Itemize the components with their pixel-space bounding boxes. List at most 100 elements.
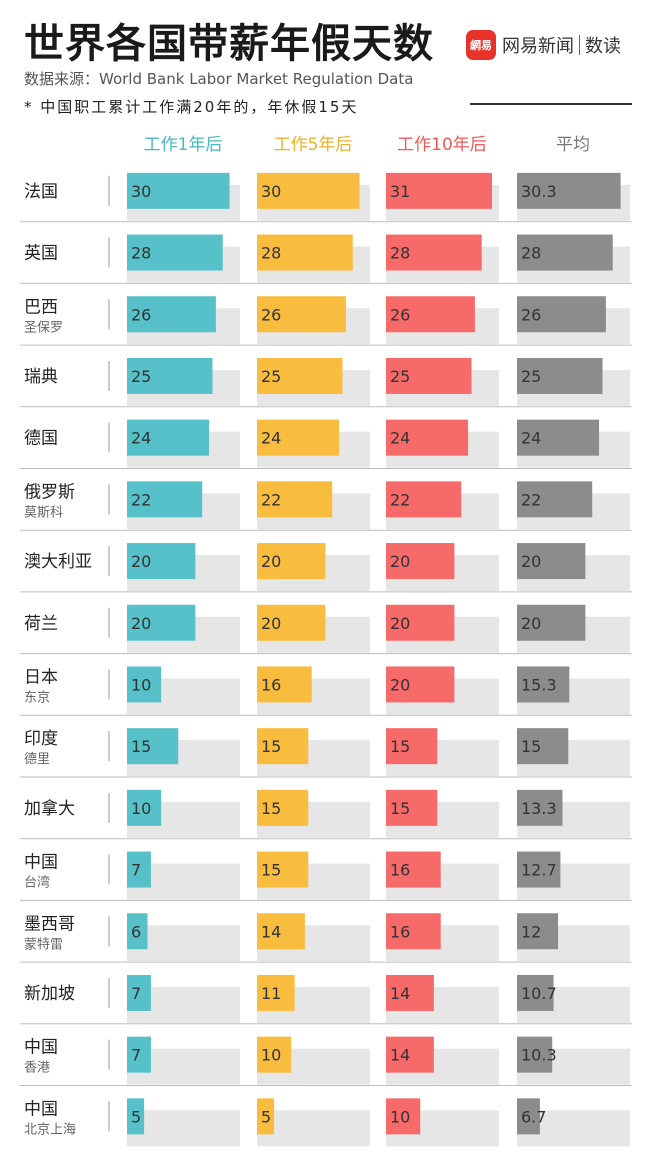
netease-logo-icon: 網易: [466, 30, 496, 60]
country-label: 俄罗斯: [24, 482, 75, 502]
data-label: 24: [390, 429, 410, 448]
country-label: 巴西: [24, 297, 58, 317]
bar-2: [257, 666, 312, 703]
legend-avg: 平均: [556, 135, 590, 155]
data-label: 6: [131, 922, 141, 941]
country-label: 中国: [24, 1099, 58, 1119]
note-divider: [470, 103, 632, 105]
bar-1: [127, 357, 213, 394]
bar-2: [257, 851, 309, 888]
bar-1: [127, 789, 162, 826]
bar-4: [517, 172, 621, 209]
data-label: 31: [390, 182, 410, 201]
bar-2: [257, 604, 326, 641]
data-label: 22: [261, 490, 281, 509]
data-label: 10: [261, 1046, 281, 1065]
data-label: 7: [131, 984, 141, 1003]
data-label: 22: [390, 490, 410, 509]
data-label: 28: [390, 244, 410, 263]
data-label: 11: [261, 984, 281, 1003]
bar-4: [517, 728, 569, 765]
bar-3: [386, 419, 469, 456]
data-label: 26: [521, 305, 541, 324]
city-label: 东京: [24, 690, 50, 705]
bar-4: [517, 481, 593, 518]
bar-2: [257, 172, 360, 209]
bar-2: [257, 481, 333, 518]
data-source: 数据来源：World Bank Labor Market Regulation …: [24, 70, 414, 88]
city-label: 圣保罗: [24, 320, 63, 335]
legend-10yr: 工作10年后: [397, 135, 487, 155]
data-label: 20: [261, 552, 281, 571]
data-label: 25: [521, 367, 541, 386]
bar-2: [257, 1098, 275, 1135]
bar-4: [517, 851, 561, 888]
bar-1: [127, 913, 148, 950]
country-label: 中国: [24, 853, 58, 873]
bar-4: [517, 789, 563, 826]
data-label: 24: [521, 429, 541, 448]
country-label: 新加坡: [24, 984, 75, 1004]
data-label: 15: [390, 799, 410, 818]
data-label: 5: [261, 1107, 271, 1126]
bar-4: [517, 1098, 540, 1135]
country-label: 法国: [24, 182, 58, 202]
brand-name: 网易新闻: [502, 36, 574, 57]
bar-1: [127, 172, 230, 209]
bar-4: [517, 666, 570, 703]
bar-4: [517, 234, 613, 271]
bar-3: [386, 789, 438, 826]
city-label: 莫斯科: [24, 505, 63, 520]
bar-3: [386, 1036, 434, 1073]
city-label: 蒙特雷: [24, 937, 63, 952]
data-label: 20: [131, 552, 151, 571]
bar-3: [386, 666, 455, 703]
data-label: 26: [261, 305, 281, 324]
bar-1: [127, 481, 203, 518]
data-label: 25: [390, 367, 410, 386]
bar-4: [517, 913, 559, 950]
data-label: 28: [521, 244, 541, 263]
bar-3: [386, 728, 438, 765]
bar-2: [257, 543, 326, 580]
data-label: 25: [131, 367, 151, 386]
country-label: 墨西哥: [24, 914, 75, 934]
data-label: 20: [390, 552, 410, 571]
legend-1yr: 工作1年后: [143, 135, 223, 155]
data-label: 30.3: [521, 182, 557, 201]
bar-2: [257, 728, 309, 765]
data-label: 14: [390, 984, 410, 1003]
bar-1: [127, 296, 216, 333]
data-label: 5: [131, 1107, 141, 1126]
legend-5yr: 工作5年后: [273, 135, 353, 155]
data-label: 20: [390, 614, 410, 633]
bar-3: [386, 851, 441, 888]
country-label: 英国: [24, 244, 58, 264]
data-label: 20: [521, 552, 541, 571]
data-label: 26: [131, 305, 151, 324]
data-label: 30: [261, 182, 281, 201]
bar-3: [386, 604, 455, 641]
bar-4: [517, 974, 554, 1011]
data-label: 20: [261, 614, 281, 633]
data-label: 20: [390, 675, 410, 694]
bar-1: [127, 1036, 151, 1073]
data-label: 7: [131, 861, 141, 880]
bar-2: [257, 419, 340, 456]
data-label: 15: [390, 737, 410, 756]
bar-4: [517, 357, 603, 394]
bar-4: [517, 604, 586, 641]
data-label: 30: [131, 182, 151, 201]
city-label: 北京上海: [24, 1122, 76, 1137]
data-label: 28: [131, 244, 151, 263]
data-label: 15: [261, 861, 281, 880]
bar-3: [386, 296, 475, 333]
data-label: 12.7: [521, 861, 557, 880]
data-label: 16: [261, 675, 281, 694]
city-label: 台湾: [24, 875, 50, 891]
data-label: 10: [131, 675, 151, 694]
data-label: 10.7: [521, 984, 557, 1003]
bar-1: [127, 728, 179, 765]
city-label: 德里: [24, 752, 50, 767]
